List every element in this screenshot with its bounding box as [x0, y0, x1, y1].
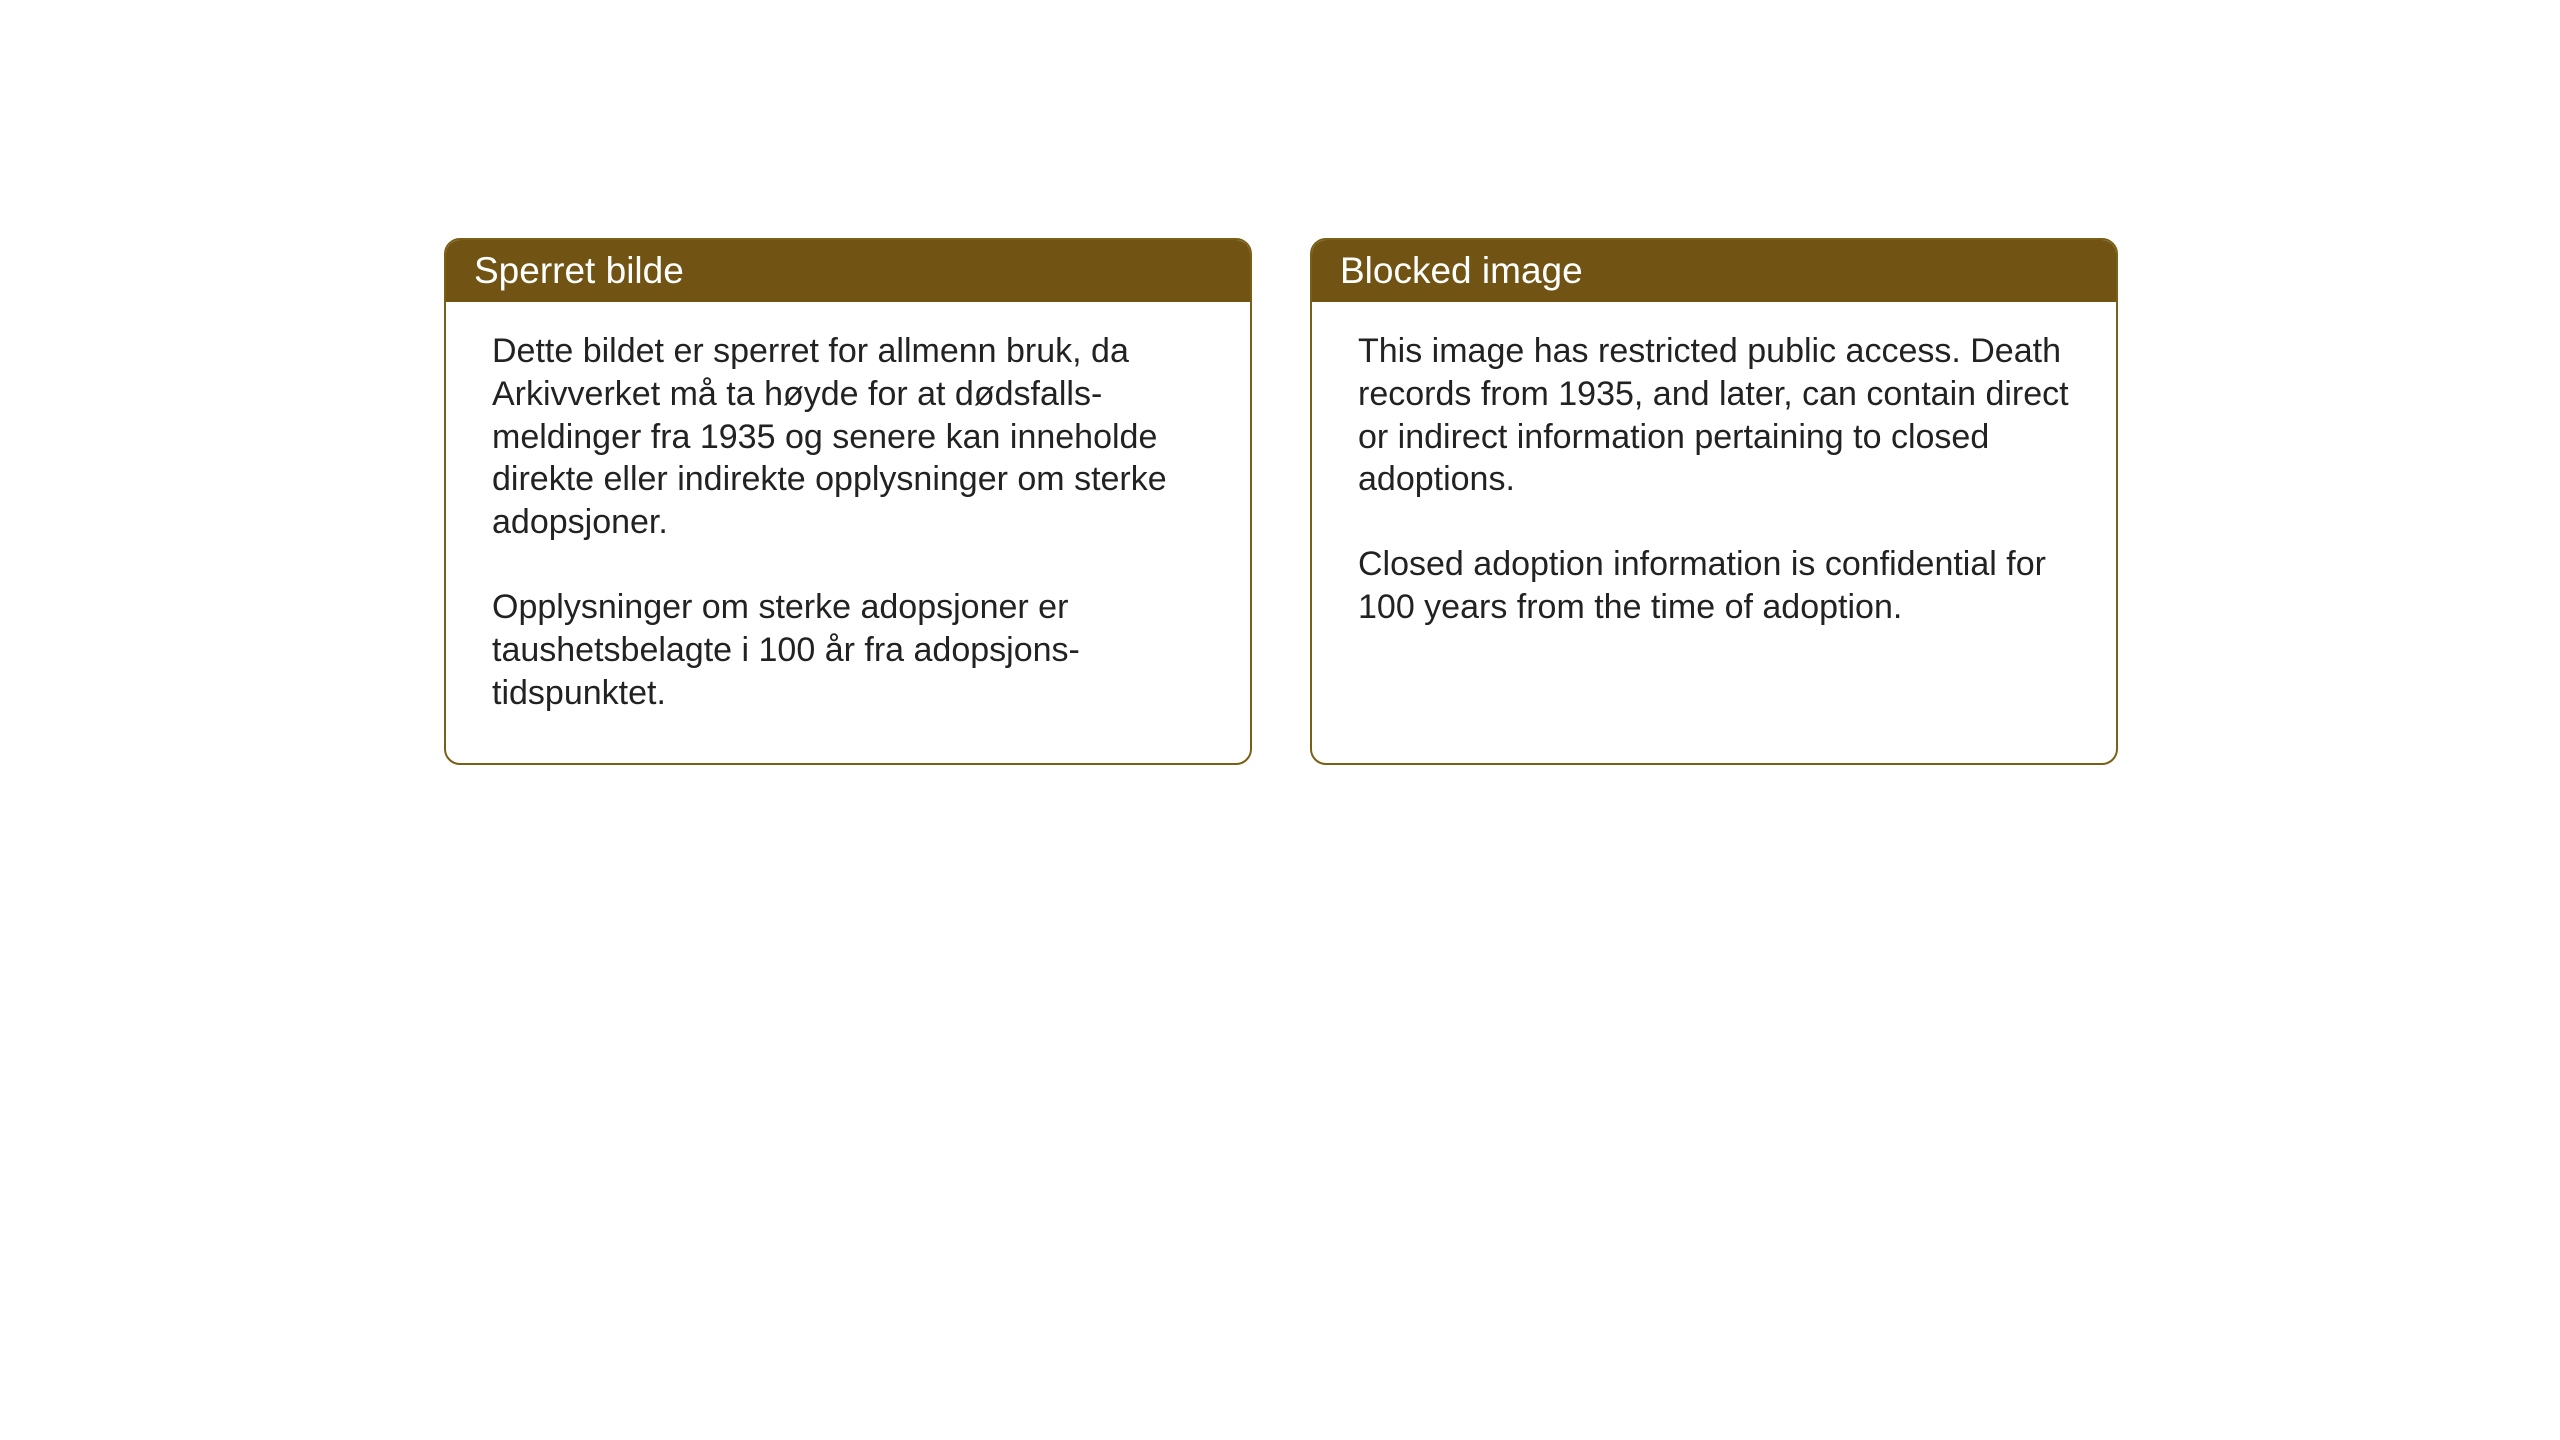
notice-paragraph-2-english: Closed adoption information is confident…: [1358, 543, 2070, 629]
notice-container: Sperret bilde Dette bildet er sperret fo…: [444, 238, 2118, 765]
notice-body-norwegian: Dette bildet er sperret for allmenn bruk…: [446, 302, 1250, 763]
notice-header-norwegian: Sperret bilde: [446, 240, 1250, 302]
notice-card-norwegian: Sperret bilde Dette bildet er sperret fo…: [444, 238, 1252, 765]
notice-header-english: Blocked image: [1312, 240, 2116, 302]
notice-paragraph-1-english: This image has restricted public access.…: [1358, 330, 2070, 501]
notice-title-english: Blocked image: [1340, 250, 1583, 291]
notice-paragraph-2-norwegian: Opplysninger om sterke adopsjoner er tau…: [492, 586, 1204, 714]
notice-card-english: Blocked image This image has restricted …: [1310, 238, 2118, 765]
notice-title-norwegian: Sperret bilde: [474, 250, 684, 291]
notice-body-english: This image has restricted public access.…: [1312, 302, 2116, 677]
notice-paragraph-1-norwegian: Dette bildet er sperret for allmenn bruk…: [492, 330, 1204, 544]
